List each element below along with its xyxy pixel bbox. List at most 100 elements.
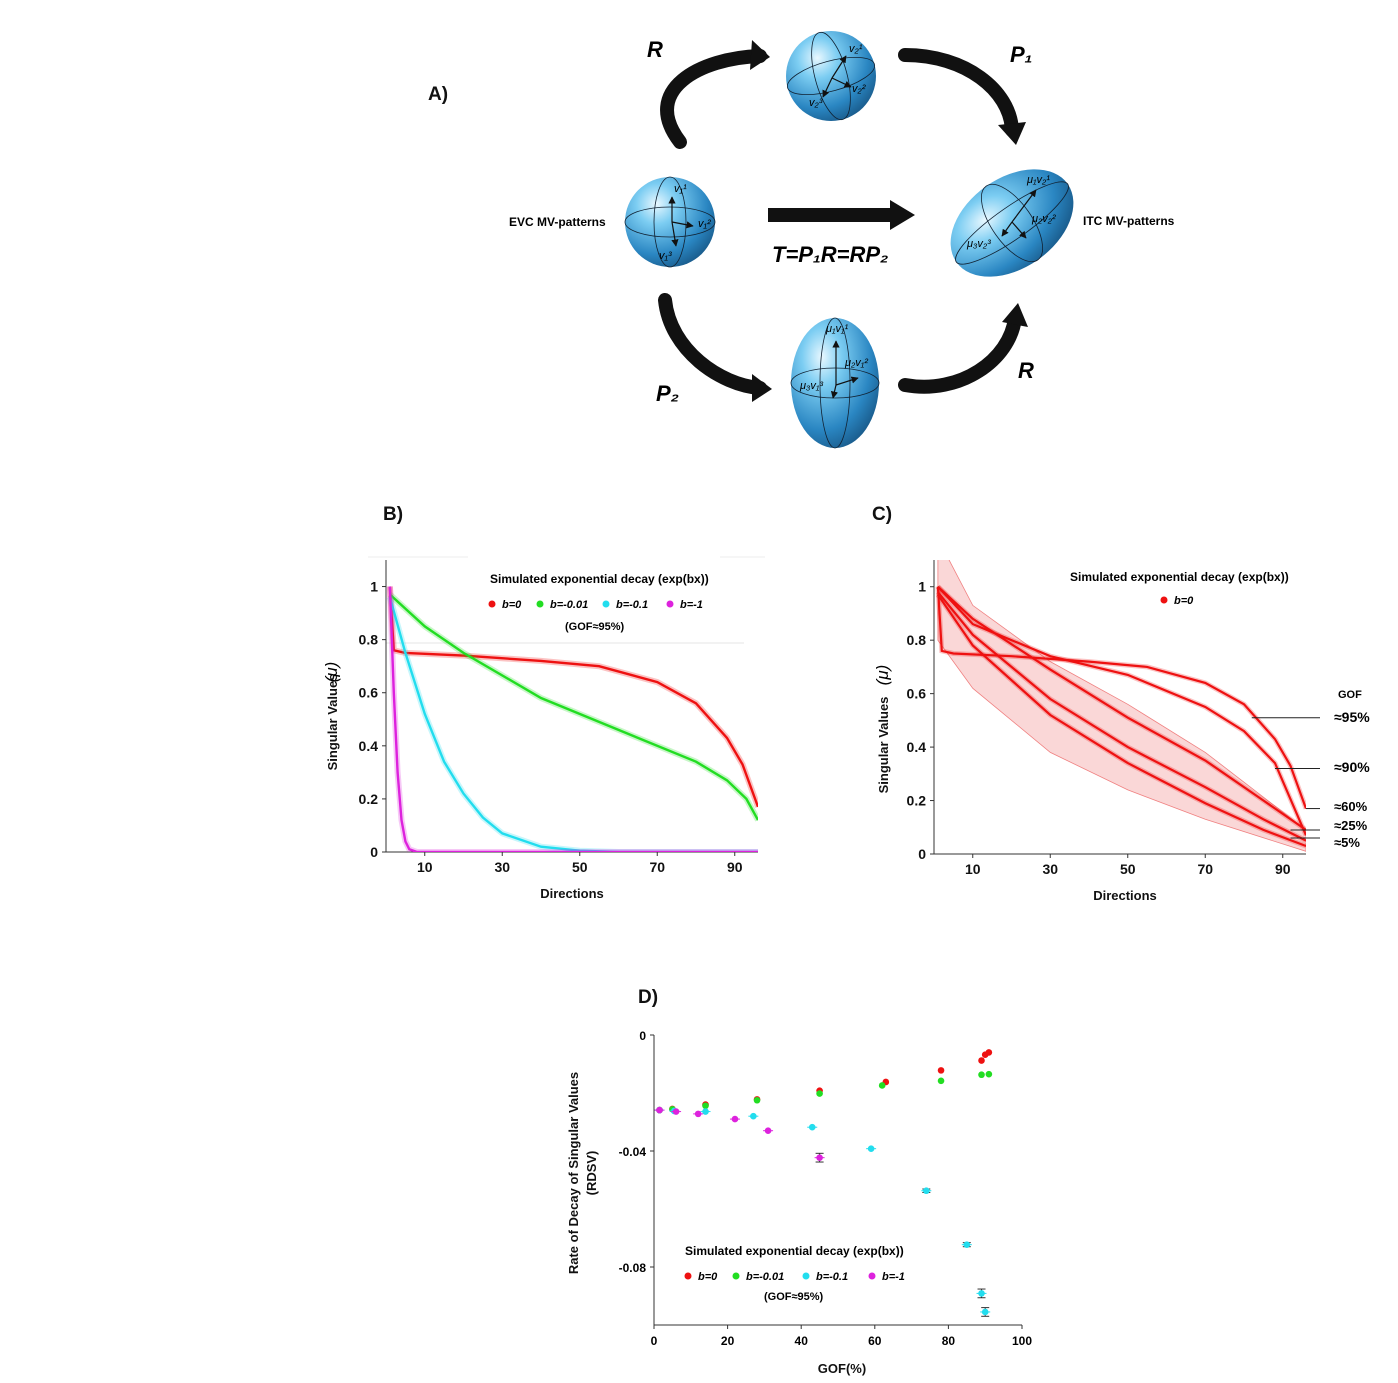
b-series-line-1 — [389, 593, 758, 821]
d-x-label: GOF(%) — [818, 1361, 866, 1376]
sphere-top-v2: v₂² — [852, 83, 866, 95]
b-legend-label-1: b=-0.01 — [550, 599, 588, 611]
d-point-1 — [753, 1096, 761, 1104]
c-series-line-1 — [937, 585, 1306, 836]
c-series-line-4 — [936, 594, 1306, 848]
d-x-tick-label: 40 — [795, 1334, 809, 1348]
c-legend: Simulated exponential decay (exp(bx)) b=… — [1070, 570, 1289, 607]
ellipsoid-bottom: μ₁v₁¹ μ₂v₁² μ₃v₁³ — [790, 317, 880, 449]
d-point-2 — [808, 1123, 816, 1131]
c-y-tick-label: 0.2 — [907, 793, 927, 809]
c-y-label: Singular Values — [876, 697, 891, 794]
c-y-tick-label: 0.8 — [907, 632, 927, 648]
d-point-3 — [656, 1106, 663, 1114]
c-x-ticks: 10 30 50 70 90 — [965, 854, 1291, 877]
d-point-2 — [867, 1145, 875, 1152]
panel-c-chart: C) 00.20.40.60.81 10 30 50 70 90 Directions … — [872, 504, 1370, 903]
ellipsoid-itc-v3: μ₃v₂³ — [966, 238, 991, 250]
d-point-2 — [981, 1308, 989, 1316]
ellipsoid-itc-v2: μ₂v₂² — [1031, 213, 1056, 225]
d-legend-note: (GOF≈95%) — [764, 1291, 824, 1303]
c-gof-label-1: ≈90% — [1334, 759, 1370, 775]
b-x-tick-label: 30 — [494, 859, 510, 875]
b-legend-marker-0 — [488, 600, 496, 608]
d-point-1 — [702, 1102, 709, 1110]
arrow-label-bottom-left: P₂ — [656, 381, 679, 406]
b-series-shade-2 — [387, 596, 758, 852]
c-y-ticks: 0 0.2 0.4 0.6 0.8 1 — [907, 579, 934, 862]
b-legend-title: Simulated exponential decay (exp(bx)) — [490, 572, 709, 586]
c-x-tick-label: 70 — [1197, 861, 1213, 877]
d-point-0 — [985, 1049, 993, 1056]
equation-label: T=P₁R=RP₂ — [772, 242, 888, 267]
c-series — [935, 560, 1306, 852]
c-gof-label-3: ≈25% — [1334, 818, 1368, 833]
panel-label-c: C) — [872, 504, 892, 525]
c-gof-label-2: ≈60% — [1334, 799, 1368, 814]
c-legend-label: b=0 — [1174, 595, 1194, 607]
b-series — [386, 586, 758, 852]
b-legend-marker-1 — [536, 600, 544, 608]
d-point-2 — [923, 1187, 930, 1195]
arrow-label-top-right: P₁ — [1010, 42, 1032, 67]
d-x-tick-label: 20 — [721, 1334, 735, 1348]
c-series-line-0 — [936, 586, 1306, 809]
curved-arrows — [658, 40, 1028, 402]
c-x-tick-label: 30 — [1042, 861, 1058, 877]
d-legend-label-3: b=-1 — [882, 1271, 905, 1283]
b-series-shade-0 — [386, 586, 758, 808]
sphere-evc-v1: v₁¹ — [674, 183, 687, 195]
d-point-3 — [816, 1154, 823, 1161]
b-x-ticks: 10 30 50 70 90 — [417, 852, 743, 875]
d-point-1 — [978, 1071, 985, 1079]
d-point-1 — [985, 1070, 993, 1078]
arrow-top-right — [898, 48, 1019, 137]
c-y-tick-label: 1 — [918, 579, 926, 595]
b-x-tick-label: 90 — [727, 859, 743, 875]
d-point-1 — [937, 1077, 945, 1085]
b-y-tick-label: 0.4 — [359, 738, 379, 754]
c-y-tick-label: 0.4 — [907, 739, 927, 755]
d-legend-marker-3 — [868, 1272, 876, 1280]
b-y-tick-label: 0.6 — [359, 685, 379, 701]
d-x-tick-label: 80 — [942, 1334, 956, 1348]
d-legend: Simulated exponential decay (exp(bx)) b=… — [684, 1244, 905, 1303]
c-x-tick-label: 50 — [1120, 861, 1136, 877]
sphere-top: v₂¹ v₂² v₂³ — [786, 31, 876, 121]
d-point-1 — [878, 1082, 886, 1089]
d-point-2 — [750, 1112, 757, 1120]
d-legend-marker-1 — [732, 1272, 740, 1280]
ellipsoid-itc-vectors: μ₁v₂¹ μ₂v₂² μ₃v₂³ — [966, 174, 1056, 250]
d-y-label: Rate of Decay of Singular Values — [566, 1072, 581, 1274]
ellipsoid-bottom-v2: μ₂v₁² — [844, 357, 868, 369]
b-series-line-3 — [388, 586, 758, 852]
d-series — [654, 1049, 993, 1317]
arrowhead-straight — [890, 200, 915, 230]
d-y-tick-label: 0 — [639, 1029, 646, 1043]
panel-label-b: B) — [383, 504, 403, 525]
c-band — [937, 560, 1306, 852]
c-x-label: Directions — [1093, 888, 1157, 903]
b-x-label: Directions — [540, 886, 604, 901]
itc-label: ITC MV-patterns — [1083, 214, 1175, 228]
d-legend-label-1: b=-0.01 — [746, 1271, 784, 1283]
b-y-tick-label: 1 — [370, 579, 378, 595]
b-x-tick-label: 10 — [417, 859, 433, 875]
arrow-label-bottom-right: R — [1018, 358, 1034, 383]
b-legend-label-0: b=0 — [502, 599, 522, 611]
c-gof-label-4: ≈5% — [1334, 835, 1360, 850]
d-y-tick-label: -0.08 — [619, 1261, 647, 1275]
c-gof-header: GOF — [1338, 689, 1362, 701]
c-series-line-2 — [937, 585, 1306, 831]
sphere-evc-v2: v₁² — [698, 218, 711, 230]
b-y-tick-label: 0.8 — [359, 632, 379, 648]
b-y-label: Singular Values — [325, 674, 340, 771]
d-x-tick-label: 60 — [868, 1334, 882, 1348]
d-y-ticks: 0 -0.04 -0.08 — [619, 1029, 654, 1275]
ellipsoid-bottom-v1: μ₁v₁¹ — [825, 323, 848, 335]
b-legend-marker-3 — [666, 600, 674, 608]
b-x-tick-label: 50 — [572, 859, 588, 875]
arrowhead-top-right — [998, 122, 1026, 145]
c-y-symbol: (μ) — [873, 665, 892, 686]
